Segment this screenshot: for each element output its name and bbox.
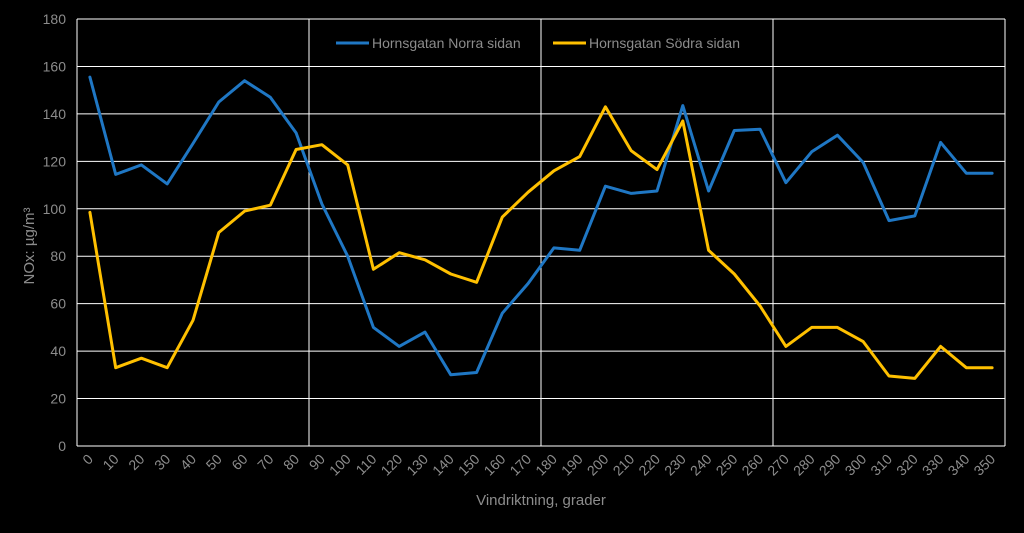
series-lines (88, 75, 994, 380)
y-tick-label: 180 (43, 11, 67, 27)
legend: Hornsgatan Norra sidan Hornsgatan Södra s… (336, 35, 740, 51)
y-tick-label: 0 (58, 438, 66, 454)
y-tick-label: 100 (43, 201, 67, 217)
legend-label: Hornsgatan Södra sidan (589, 35, 740, 51)
y-tick-label: 60 (50, 296, 66, 312)
series-line-2 (88, 105, 994, 380)
gridlines (76, 18, 1006, 447)
y-tick-label: 20 (50, 391, 66, 407)
y-tick-label: 40 (50, 343, 66, 359)
y-axis-title: NOx: µg/m³ (21, 208, 38, 285)
legend-label: Hornsgatan Norra sidan (372, 35, 521, 51)
y-tick-label: 120 (43, 153, 67, 169)
y-tick-label: 160 (43, 58, 67, 74)
y-axis-ticks: 0 20 40 60 80 100 120 140 160 180 (43, 11, 67, 454)
x-axis-title: Vindriktning, grader (476, 492, 606, 509)
series-line-1 (88, 75, 994, 377)
y-tick-label: 80 (50, 248, 66, 264)
y-tick-label: 140 (43, 106, 67, 122)
